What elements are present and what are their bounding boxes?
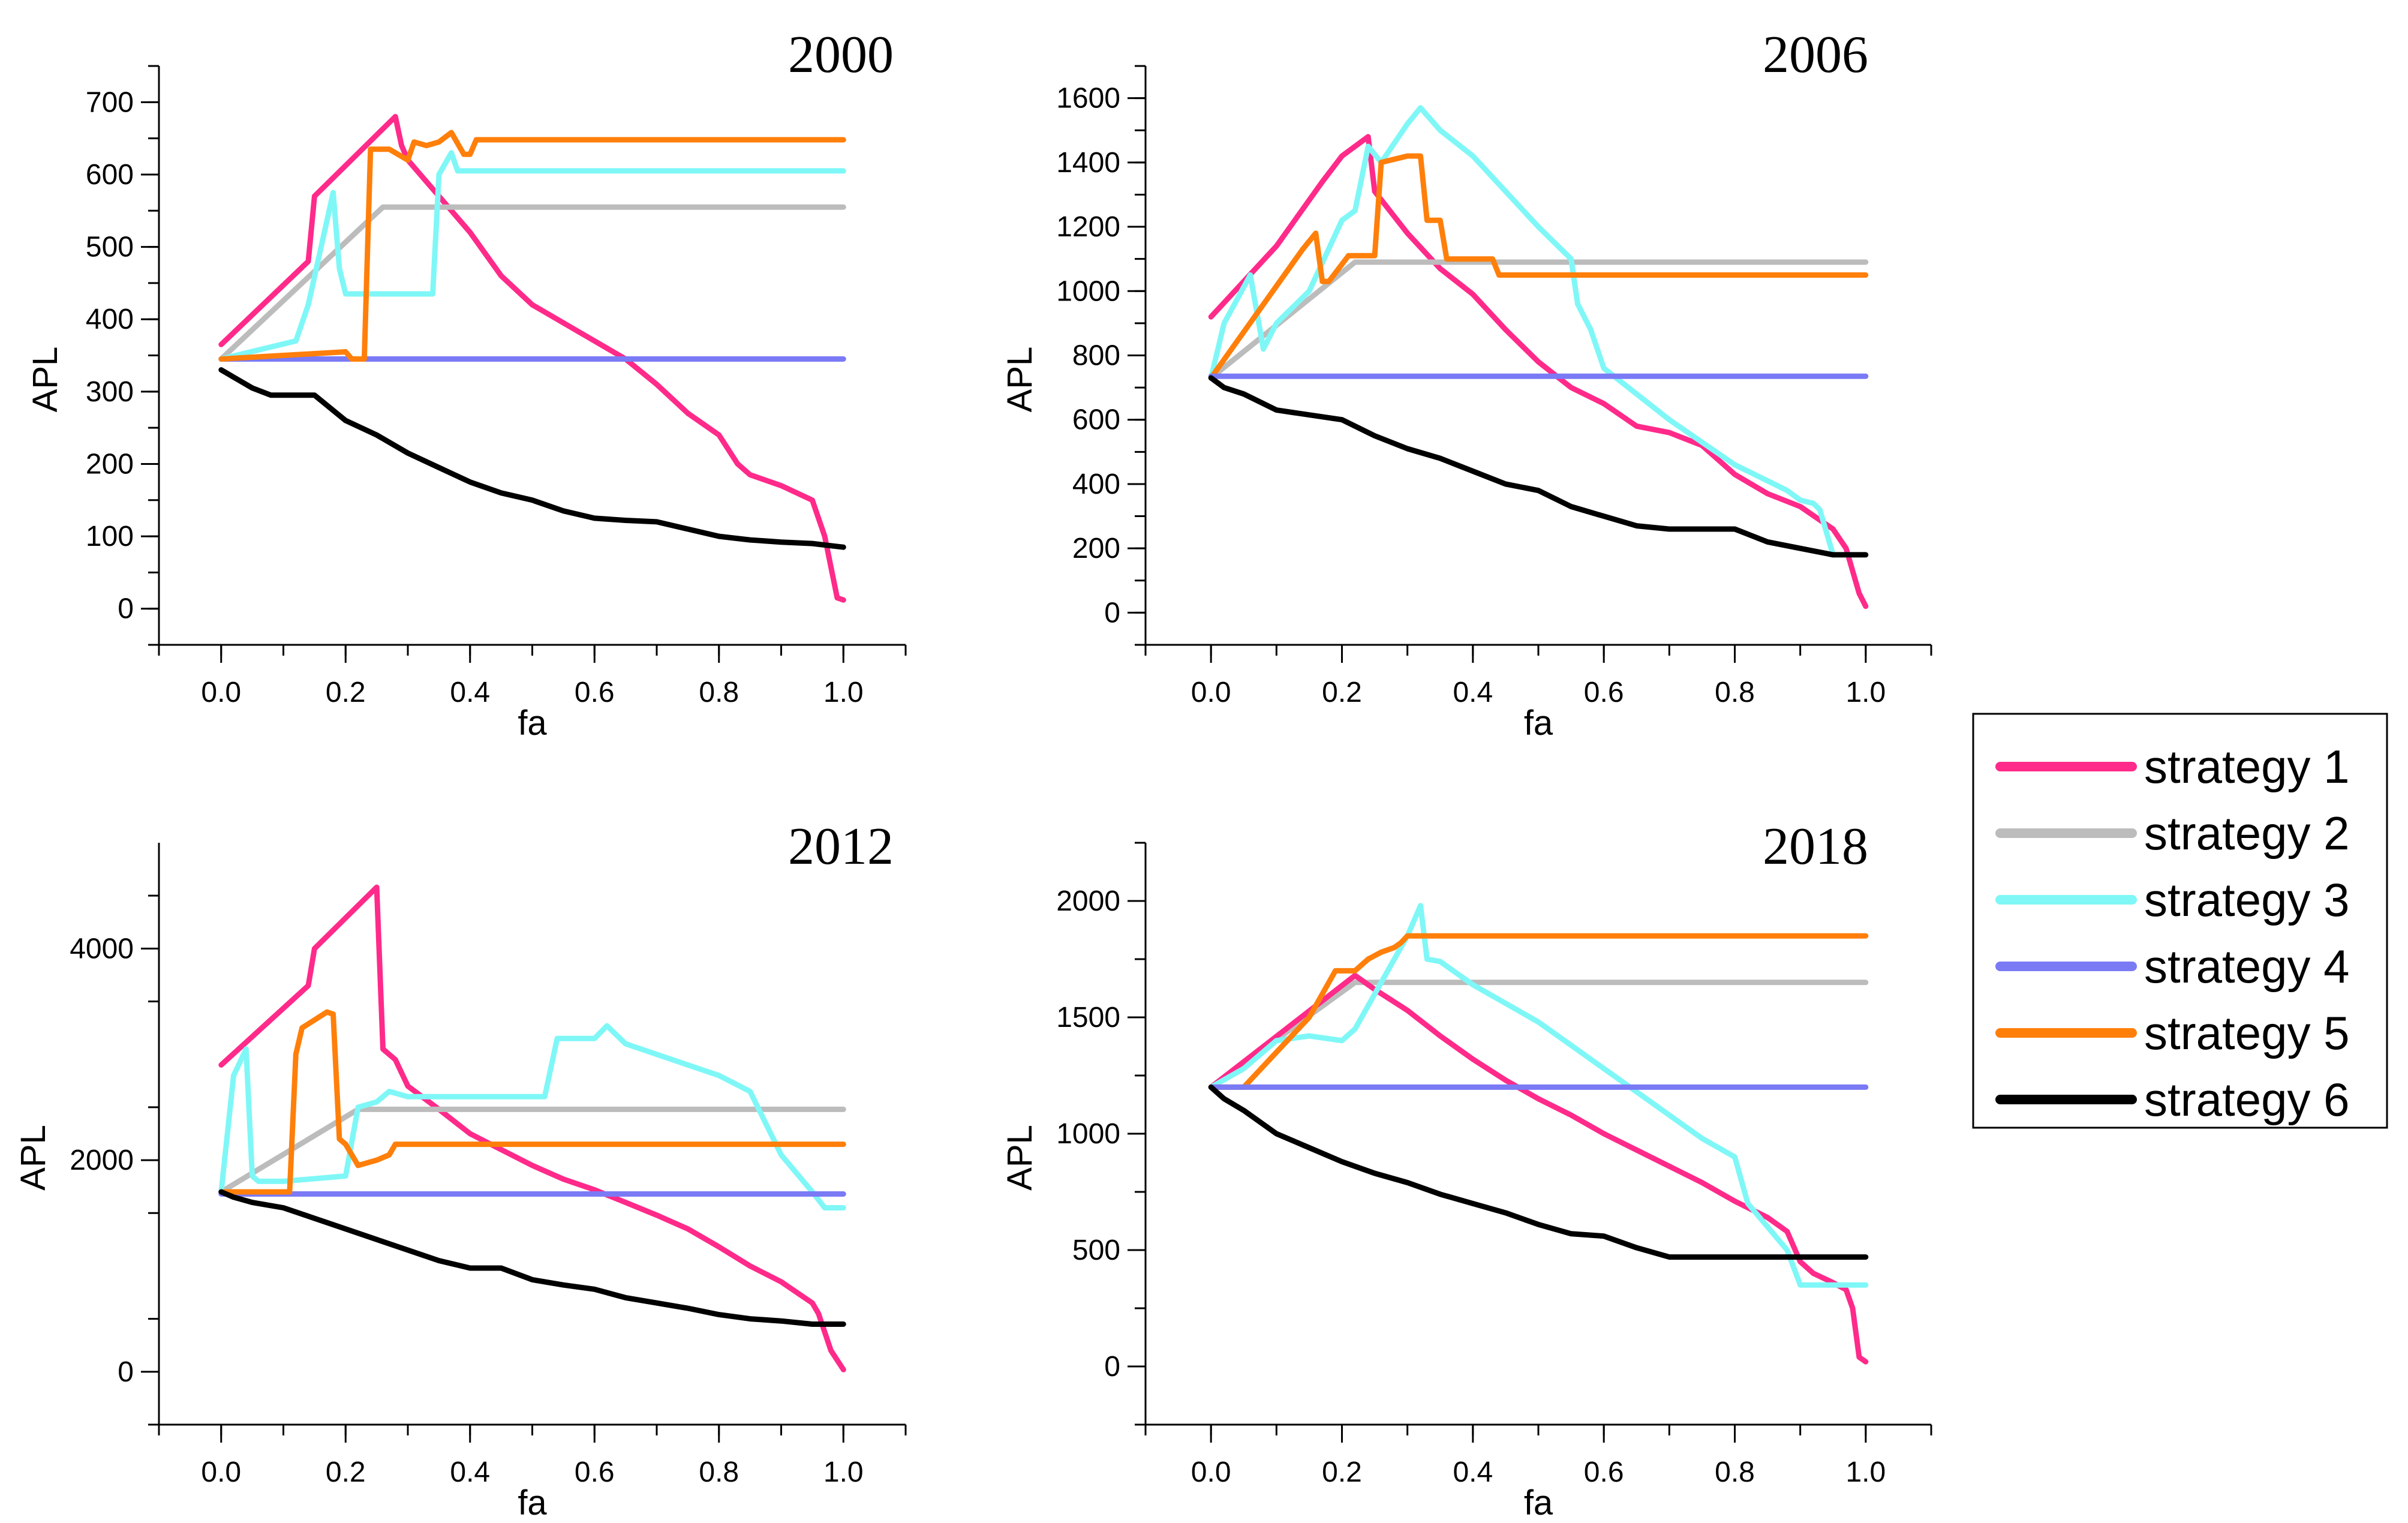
y-tick-label: 100 [86, 521, 134, 552]
x-tick-label: 0.8 [1715, 677, 1755, 708]
y-axis-title: APL [14, 1125, 53, 1191]
y-tick-label: 0 [118, 1356, 134, 1388]
y-tick-label: 2000 [70, 1144, 134, 1176]
x-tick-label: 0.4 [1453, 677, 1493, 708]
x-tick-label: 0.6 [575, 677, 615, 708]
x-axis-title: fa [1524, 1483, 1553, 1522]
y-axis-title: APL [1000, 347, 1039, 413]
legend-label: strategy 2 [2144, 807, 2350, 860]
series-strategy-5 [218, 130, 846, 362]
y-tick-label: 1400 [1056, 147, 1120, 179]
legend-label: strategy 1 [2144, 740, 2350, 793]
legend-label: strategy 3 [2144, 873, 2350, 926]
x-tick-label: 0.0 [1191, 1456, 1231, 1488]
x-tick-label: 0.6 [1584, 677, 1624, 708]
series-strategy-6 [218, 1189, 846, 1327]
panel-2006: 0.0 0.2 0.4 0.6 0.8 1.0 0 200 400 600 800 1000 1200 1… [1000, 26, 1932, 743]
x-tick-label: 1.0 [823, 677, 864, 708]
y-tick-label: 500 [86, 232, 134, 263]
y-tick-label: 600 [1072, 404, 1120, 436]
series-strategy-5 [1208, 153, 1869, 381]
x-axis-title: fa [518, 704, 547, 743]
y-tick-label: 1600 [1056, 83, 1120, 115]
panels-layer: 0.0 0.2 0.4 0.6 0.8 1.0 0 100 200 300 400 500 600 700… [14, 26, 1932, 1522]
series-strategy-6 [1208, 1084, 1869, 1260]
y-axis-title: APL [26, 347, 65, 413]
x-tick-label: 0.2 [1322, 677, 1362, 708]
x-tick-label: 0.2 [326, 677, 366, 708]
legend: strategy 1 strategy 2 strategy 3 strategy 4… [1972, 713, 2388, 1129]
y-tick-label: 800 [1072, 340, 1120, 372]
series-strategy-1 [1208, 134, 1869, 609]
y-axis-title: APL [1000, 1125, 1039, 1191]
y-tick-label: 400 [86, 304, 134, 335]
series-strategy-6 [218, 367, 846, 550]
x-tick-label: 0.8 [699, 677, 739, 708]
series-strategy-3 [1208, 903, 1869, 1288]
series-strategy-6 [1208, 375, 1869, 558]
x-tick-label: 0.0 [201, 677, 241, 708]
series-strategy-5 [1208, 933, 1869, 1090]
y-tick-label: 200 [86, 448, 134, 480]
legend-label: strategy 4 [2144, 940, 2350, 993]
series-strategy-5 [218, 1009, 846, 1195]
x-tick-label: 0.4 [450, 677, 490, 708]
x-tick-label: 1.0 [1845, 677, 1886, 708]
x-tick-label: 0.6 [1584, 1456, 1624, 1488]
x-axis-title: fa [1524, 704, 1553, 743]
y-tick-label: 600 [86, 159, 134, 191]
y-tick-label: 1500 [1056, 1002, 1120, 1034]
series-strategy-1 [218, 884, 846, 1372]
series-strategy-3 [218, 150, 846, 362]
legend-box [1972, 713, 2388, 1129]
y-tick-label: 4000 [70, 933, 134, 965]
x-tick-label: 1.0 [823, 1456, 864, 1488]
x-tick-label: 0.4 [450, 1456, 490, 1488]
panel-2012: 0.0 0.2 0.4 0.6 0.8 1.0 0 2000 4000 fa APL 2012 [14, 818, 907, 1522]
series-strategy-3 [218, 1023, 846, 1210]
x-tick-label: 0.0 [1191, 677, 1231, 708]
series-strategy-3 [1208, 105, 1869, 558]
x-tick-label: 0.0 [201, 1456, 241, 1488]
y-tick-label: 1000 [1056, 1118, 1120, 1150]
y-tick-label: 700 [86, 86, 134, 118]
y-tick-label: 0 [1104, 1351, 1120, 1383]
panel-2000: 0.0 0.2 0.4 0.6 0.8 1.0 0 100 200 300 400 500 600 700… [26, 26, 907, 743]
y-tick-label: 2000 [1056, 885, 1120, 917]
legend-label: strategy 5 [2144, 1007, 2350, 1059]
x-tick-label: 0.4 [1453, 1456, 1493, 1488]
panel-title: 2012 [788, 818, 894, 876]
y-tick-label: 1200 [1056, 211, 1120, 243]
series-strategy-1 [218, 113, 846, 603]
panel-title: 2006 [1763, 26, 1868, 84]
panel-title: 2018 [1763, 818, 1868, 876]
x-tick-label: 1.0 [1845, 1456, 1886, 1488]
series-strategy-2 [218, 204, 846, 362]
panel-title: 2000 [788, 26, 894, 84]
y-tick-label: 0 [118, 593, 134, 625]
y-tick-label: 200 [1072, 533, 1120, 564]
x-tick-label: 0.8 [1715, 1456, 1755, 1488]
y-tick-label: 300 [86, 376, 134, 408]
x-tick-label: 0.2 [1322, 1456, 1362, 1488]
x-tick-label: 0.6 [575, 1456, 615, 1488]
x-tick-label: 0.2 [326, 1456, 366, 1488]
y-tick-label: 400 [1072, 468, 1120, 500]
y-tick-label: 500 [1072, 1234, 1120, 1266]
x-axis-title: fa [518, 1483, 547, 1522]
y-tick-label: 1000 [1056, 275, 1120, 307]
y-tick-label: 0 [1104, 597, 1120, 629]
x-tick-label: 0.8 [699, 1456, 739, 1488]
panel-2018: 0.0 0.2 0.4 0.6 0.8 1.0 0 500 1000 1500 2000 fa APL 2… [1000, 818, 1932, 1522]
legend-label: strategy 6 [2144, 1073, 2350, 1126]
